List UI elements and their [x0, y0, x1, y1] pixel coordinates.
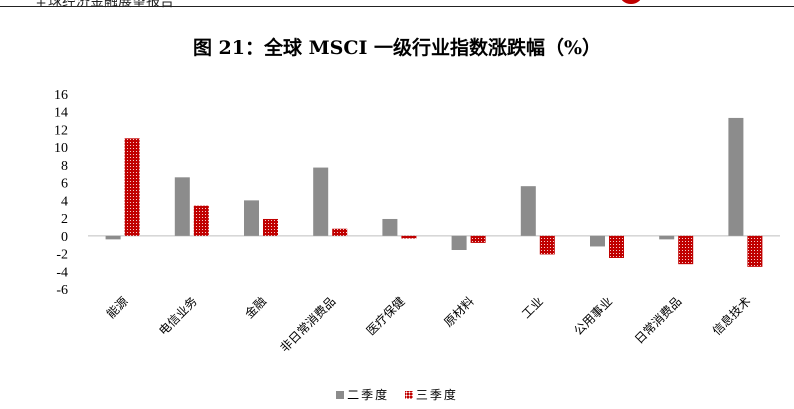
header-divider — [0, 6, 794, 7]
report-header-title: 全球经济金融展望报告 — [34, 0, 174, 8]
bar-q3-4 — [332, 228, 348, 236]
category-label: 信息技术 — [709, 294, 754, 339]
y-tick-label: 10 — [54, 141, 68, 156]
bar-q3-9 — [678, 235, 694, 265]
legend-item-q2: 二季度 — [336, 386, 389, 403]
bar-q3-5 — [401, 235, 417, 239]
legend-swatch-q3 — [404, 391, 413, 399]
bar-q2-9 — [659, 235, 675, 240]
y-tick-label: 6 — [61, 177, 68, 192]
bar-q3-6 — [470, 235, 486, 243]
legend-item-q3: 三季度 — [404, 386, 458, 403]
category-label: 工业 — [519, 294, 546, 321]
category-label: 能源 — [104, 294, 131, 321]
legend-swatch-q2 — [336, 391, 345, 399]
chart-title: 图 21：全球 MSCI 一级行业指数涨跌幅（%） — [192, 37, 602, 59]
bar-q3-2 — [193, 205, 209, 236]
chart-axes: 16 14 12 10 8 6 4 2 0 -2 -4 -6 — [54, 88, 780, 298]
y-tick-label: -4 — [56, 265, 68, 280]
category-label: 公用事业 — [571, 294, 615, 338]
y-tick-label: 12 — [54, 123, 68, 138]
brand-logo-icon — [620, 0, 642, 4]
y-tick-label: 2 — [61, 212, 68, 227]
category-label: 金融 — [242, 294, 270, 322]
category-label: 非日常消费品 — [277, 294, 338, 355]
bar-q2-4 — [313, 167, 329, 236]
bar-q3-7 — [539, 235, 555, 255]
category-label: 医疗保健 — [364, 294, 408, 338]
y-tick-label: 14 — [54, 106, 68, 121]
bar-q2-2 — [174, 177, 190, 236]
legend-label-q2: 二季度 — [347, 388, 390, 402]
bar-q2-1 — [105, 235, 121, 240]
category-label: 电信业务 — [155, 294, 200, 339]
chart-bars — [105, 117, 763, 267]
category-label: 原材料 — [441, 294, 476, 329]
report-header: 全球经济金融展望报告 — [0, 0, 794, 8]
bar-q3-10 — [747, 235, 763, 267]
y-tick-label: -2 — [56, 248, 68, 263]
bar-q2-8 — [590, 235, 605, 247]
y-tick-label: 8 — [61, 159, 68, 174]
y-tick-label: 16 — [54, 88, 68, 103]
y-tick-label: 4 — [61, 194, 68, 209]
bar-q2-7 — [520, 186, 536, 236]
legend-label-q3: 三季度 — [415, 388, 458, 402]
bar-q3-1 — [124, 138, 140, 236]
bar-q2-3 — [244, 200, 259, 236]
category-labels: 能源 电信业务 金融 非日常消费品 医疗保健 原材料 工业 公用事业 日常消费品 信息技术 — [104, 294, 754, 356]
bar-q2-5 — [382, 218, 398, 236]
bar-q2-10 — [728, 117, 744, 236]
bar-q3-3 — [263, 218, 278, 236]
y-tick-label: -6 — [56, 283, 68, 298]
y-tick-label: 0 — [61, 230, 68, 245]
category-label: 日常消费品 — [632, 294, 684, 346]
bar-q3-8 — [609, 235, 624, 258]
bar-q2-6 — [451, 235, 467, 250]
chart-legend: 二季度 三季度 — [0, 386, 794, 403]
